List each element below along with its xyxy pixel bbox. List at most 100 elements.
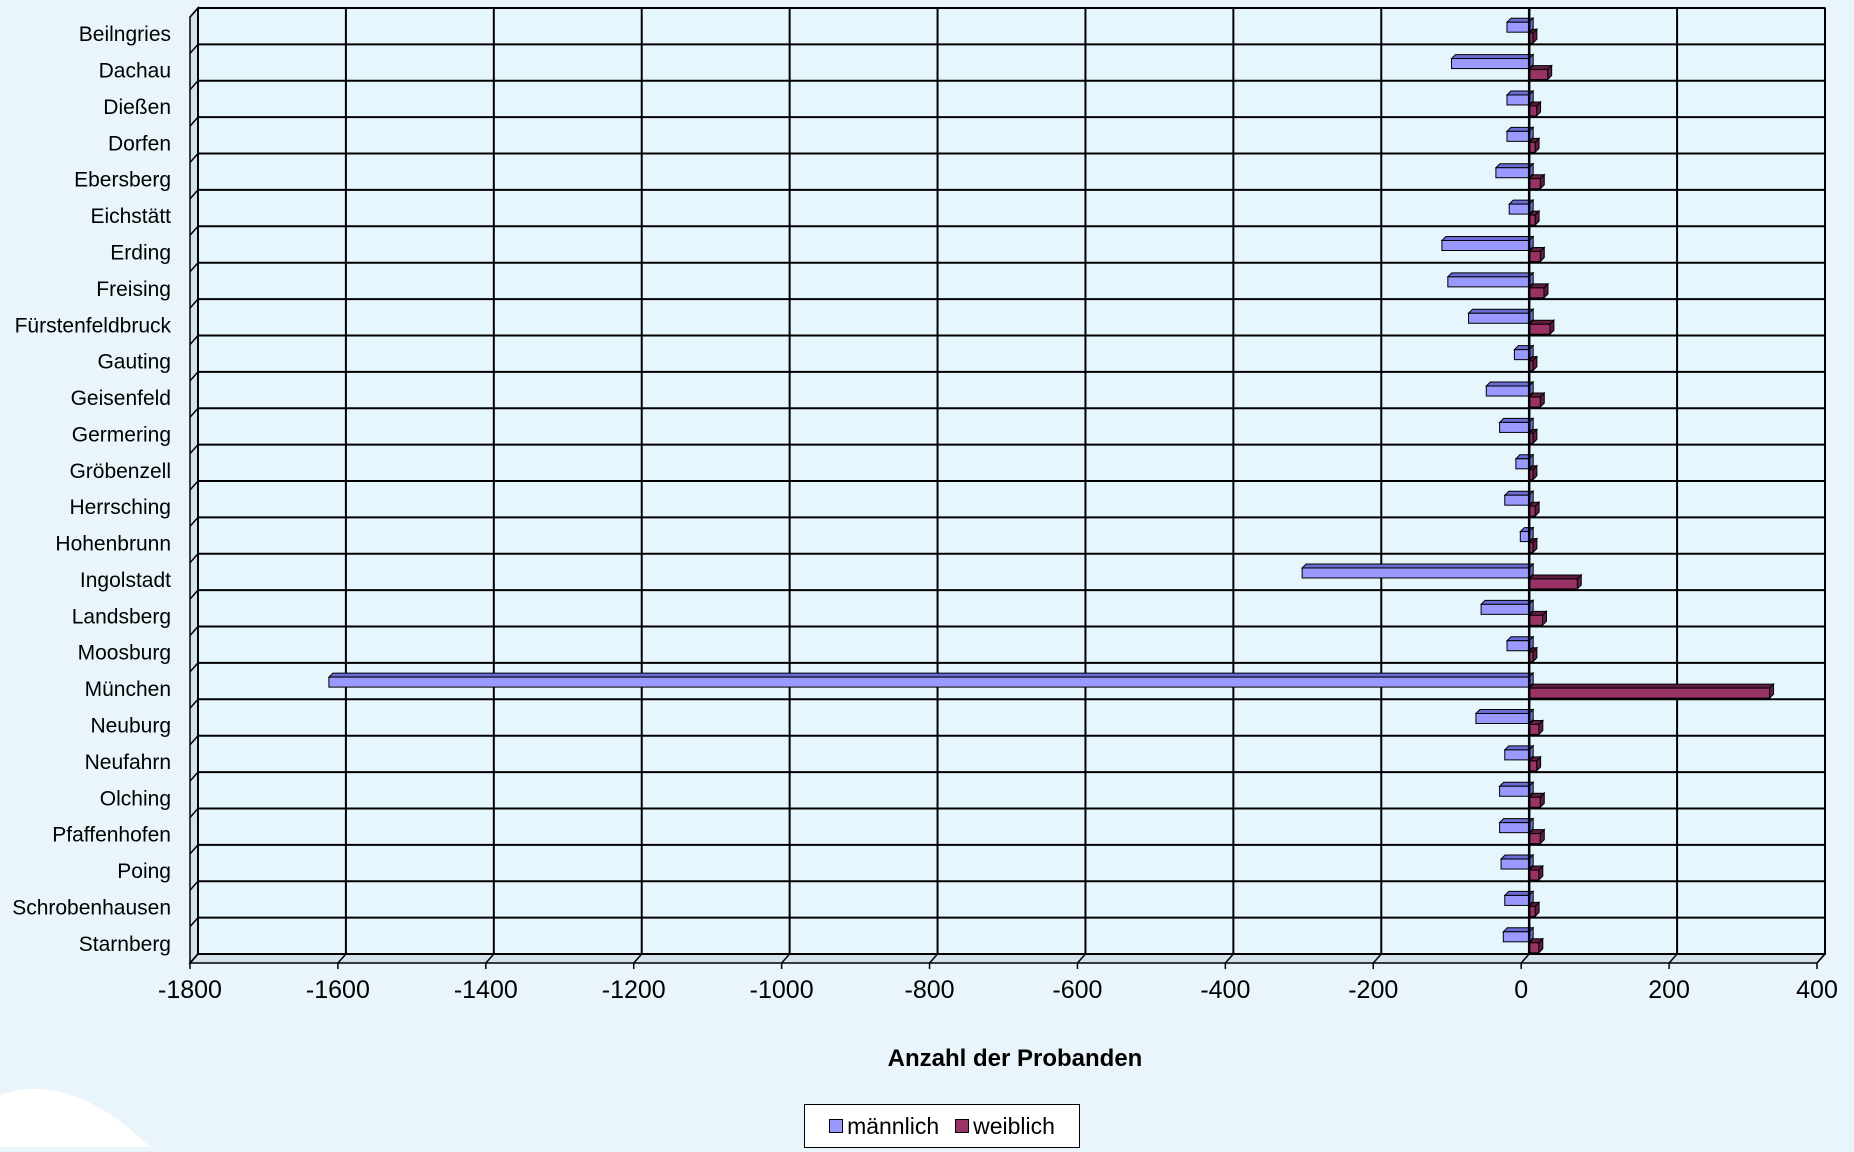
y-gridline-depth <box>189 298 199 309</box>
x-gridline-depth <box>1520 953 1530 964</box>
y-gridline-depth <box>189 407 199 418</box>
bar-female <box>1527 719 1545 736</box>
bar-female <box>1527 500 1541 518</box>
category-label: Starnberg <box>79 933 171 956</box>
category-label: Neuburg <box>90 715 171 738</box>
y-gridline-depth <box>189 662 199 673</box>
x-gridline-depth <box>337 953 347 964</box>
x-gridline-depth <box>781 953 791 964</box>
y-gridline-depth <box>189 807 199 818</box>
category-label: Ebersberg <box>74 169 171 192</box>
y-gridline-depth <box>189 917 199 928</box>
legend-swatch-female <box>955 1119 970 1133</box>
bar-female <box>1527 64 1553 81</box>
x-gridline-depth <box>1816 953 1826 964</box>
y-gridline-depth <box>189 189 199 200</box>
x-axis-title: Anzahl der Probanden <box>888 1045 1143 1072</box>
category-label: Schrobenhausen <box>12 896 171 919</box>
x-tick-label: -1800 <box>158 976 222 1004</box>
y-gridline-depth <box>189 880 199 891</box>
bar-female <box>1527 901 1541 918</box>
x-tick-label: -1000 <box>750 976 814 1004</box>
category-label: Neufahrn <box>85 751 171 774</box>
category-label: Landsberg <box>72 605 171 628</box>
y-gridline-depth <box>189 953 199 964</box>
category-label: Erding <box>110 242 171 265</box>
category-label: Fürstenfeldbruck <box>15 314 172 337</box>
legend-label-male: männlich <box>847 1112 940 1139</box>
y-gridline-depth <box>189 43 199 54</box>
x-tick-label: 400 <box>1796 976 1838 1004</box>
category-label: Dorfen <box>108 132 171 155</box>
category-label: Germering <box>72 423 171 446</box>
x-tick-label: -1400 <box>454 976 518 1004</box>
category-label: Gauting <box>97 351 171 374</box>
category-label: Poing <box>117 860 171 883</box>
category-label: Eichstätt <box>90 205 171 228</box>
category-label: Herrsching <box>69 496 171 519</box>
category-label: Geisenfeld <box>71 387 171 410</box>
y-gridline-depth <box>189 153 199 164</box>
category-label: Ingolstadt <box>80 569 171 592</box>
y-gridline-depth <box>189 698 199 709</box>
bar-male <box>1450 53 1535 70</box>
category-label: München <box>85 678 171 701</box>
bar-female <box>1527 428 1539 445</box>
y-gridline-depth <box>189 116 199 127</box>
category-label: Gröbenzell <box>69 460 171 483</box>
legend-item-female: weiblich <box>955 1113 1055 1140</box>
x-tick-label: -400 <box>1200 976 1250 1004</box>
y-gridline-depth <box>189 444 199 455</box>
category-label: Olching <box>100 787 171 810</box>
y-gridline-depth <box>189 80 199 91</box>
bar-male <box>1503 890 1535 907</box>
y-gridline-depth <box>189 771 199 782</box>
x-tick-label: -1600 <box>306 976 370 1004</box>
x-gridline-depth <box>485 953 495 964</box>
legend: männlich weiblich <box>804 1104 1080 1148</box>
bar-female <box>1527 100 1542 118</box>
bar-male <box>1498 417 1535 434</box>
category-label: Pfaffenhofen <box>52 824 171 847</box>
x-gridline-depth <box>1076 953 1087 964</box>
bar-male <box>1474 708 1535 725</box>
bar-female <box>1527 319 1556 336</box>
bar-female <box>1527 137 1541 154</box>
bar-male <box>1505 16 1535 34</box>
bar-female <box>1527 246 1546 263</box>
x-gridline-depth <box>928 953 939 964</box>
y-gridline-depth <box>189 553 199 564</box>
legend-item-male: männlich <box>829 1113 939 1140</box>
y-gridline-depth <box>189 334 199 345</box>
category-label: Dießen <box>103 96 171 119</box>
category-label: Dachau <box>99 60 171 83</box>
bar-female <box>1527 537 1539 554</box>
category-label: Hohenbrunn <box>55 533 171 556</box>
y-gridline-depth <box>189 516 199 527</box>
x-tick-label: -200 <box>1348 976 1398 1004</box>
y-gridline-depth <box>189 480 199 491</box>
bar-female <box>1527 646 1539 663</box>
bar-female <box>1527 173 1546 190</box>
x-tick-label: 200 <box>1648 976 1690 1004</box>
y-gridline-depth <box>189 844 199 855</box>
bar-female <box>1527 755 1542 773</box>
bar-female <box>1527 792 1546 809</box>
x-tick-label: -600 <box>1052 976 1102 1004</box>
legend-swatch-male <box>829 1119 844 1133</box>
bar-female <box>1527 464 1539 482</box>
legend-label-female: weiblich <box>973 1112 1055 1139</box>
x-tick-label: -800 <box>905 976 955 1004</box>
bar-female <box>1527 828 1546 845</box>
x-gridline-depth <box>633 953 643 964</box>
y-gridline-depth <box>189 735 199 746</box>
y-gridline-depth <box>189 225 199 236</box>
y-gridline-depth <box>189 626 199 637</box>
y-gridline-depth <box>189 371 199 382</box>
category-label: Beilngries <box>79 23 171 46</box>
x-gridline-depth <box>1668 953 1678 964</box>
bar-female <box>1527 937 1545 955</box>
bar-male <box>1508 198 1535 216</box>
